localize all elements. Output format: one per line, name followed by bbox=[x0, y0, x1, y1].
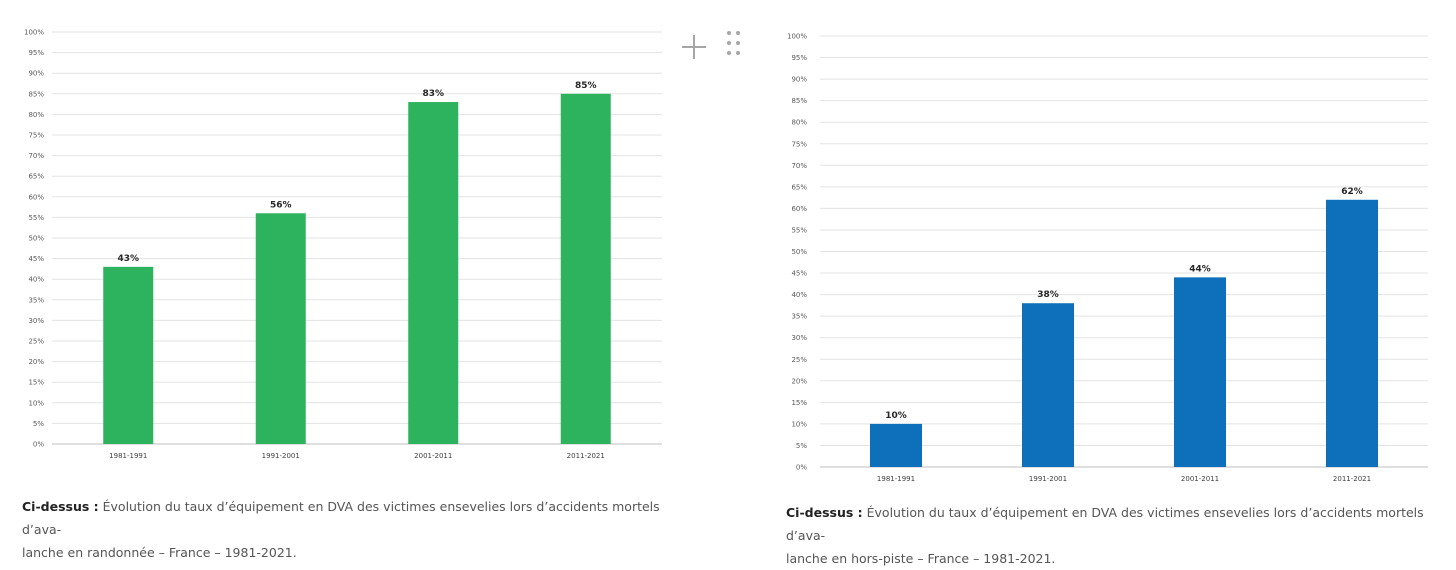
chart-randonnee: 0% 5% 10% 15% 20% 25% 30% 35% 40% 45% 50% 55% 60% 65%… bbox=[0, 0, 680, 470]
y-tick-label: 15% bbox=[791, 399, 807, 407]
y-tick-label: 85% bbox=[28, 90, 44, 98]
y-tick-label: 0% bbox=[796, 464, 807, 472]
data-label: 43% bbox=[117, 254, 139, 264]
y-tick-label: 20% bbox=[791, 377, 807, 385]
y-tick-label: 35% bbox=[791, 313, 807, 321]
y-tick-label: 15% bbox=[28, 379, 44, 387]
bar-2001-2011 bbox=[408, 102, 459, 444]
bars: 10% 1981-1991 38% 1991-2001 44% 2001-2011 62% 2… bbox=[870, 187, 1378, 483]
y-tick-label: 60% bbox=[28, 193, 44, 201]
x-tick-label: 2011-2021 bbox=[1333, 475, 1371, 483]
caption-text-line2: lanche en randonnée – France – 1981-2021… bbox=[22, 545, 297, 560]
y-tick-label: 50% bbox=[28, 235, 44, 243]
y-tick-label: 50% bbox=[791, 248, 807, 256]
y-tick-label: 5% bbox=[33, 420, 44, 428]
y-tick-label: 10% bbox=[28, 399, 44, 407]
y-tick-label: 30% bbox=[28, 317, 44, 325]
x-tick-label: 2011-2021 bbox=[567, 452, 605, 460]
y-tick-label: 80% bbox=[28, 111, 44, 119]
data-label: 56% bbox=[270, 200, 292, 210]
data-label: 10% bbox=[885, 411, 907, 421]
y-tick-label: 90% bbox=[791, 76, 807, 84]
data-label: 44% bbox=[1189, 264, 1211, 274]
drag-handle-icon[interactable] bbox=[727, 31, 745, 63]
y-tick-label: 65% bbox=[791, 183, 807, 191]
y-tick-label: 80% bbox=[791, 119, 807, 127]
y-tick-label: 5% bbox=[796, 442, 807, 450]
y-tick-label: 90% bbox=[28, 70, 44, 78]
chart-randonnee-svg: 0% 5% 10% 15% 20% 25% 30% 35% 40% 45% 50% 55% 60% 65%… bbox=[24, 29, 662, 460]
y-tick-label: 65% bbox=[28, 173, 44, 181]
bar-2001-2011 bbox=[1174, 277, 1226, 467]
plus-icon[interactable] bbox=[680, 33, 708, 61]
y-tick-label: 60% bbox=[791, 205, 807, 213]
y-tick-label: 70% bbox=[28, 152, 44, 160]
y-tick-label: 25% bbox=[791, 356, 807, 364]
block-controls bbox=[678, 28, 758, 68]
chart-hors-piste: 0% 5% 10% 15% 20% 25% 30% 35% 40% 45% 50% 55% 60% 65%… bbox=[770, 0, 1456, 490]
y-tick-label: 35% bbox=[28, 296, 44, 304]
y-tick-label: 100% bbox=[787, 33, 807, 41]
caption-randonnee: Ci-dessus : Évolution du taux d’équipeme… bbox=[22, 495, 682, 564]
caption-text-line1: Évolution du taux d’équipement en DVA de… bbox=[786, 505, 1424, 543]
y-axis: 0% 5% 10% 15% 20% 25% 30% 35% 40% 45% 50% 55% 60% 65%… bbox=[24, 29, 44, 449]
gridlines bbox=[52, 31, 662, 445]
bar-1981-1991 bbox=[870, 423, 922, 467]
caption-lead: Ci-dessus : bbox=[22, 499, 99, 514]
bar-2011-2021 bbox=[560, 93, 611, 445]
data-label: 62% bbox=[1341, 187, 1363, 197]
y-tick-label: 100% bbox=[24, 29, 44, 37]
y-tick-label: 70% bbox=[791, 162, 807, 170]
bars: 43% 1981-1991 56% 1991-2001 83% 2001-2011 85% 2… bbox=[103, 81, 611, 460]
y-tick-label: 55% bbox=[791, 226, 807, 234]
y-tick-label: 95% bbox=[791, 54, 807, 62]
x-tick-label: 1981-1991 bbox=[109, 452, 147, 460]
x-tick-label: 1981-1991 bbox=[877, 475, 915, 483]
x-tick-label: 2001-2011 bbox=[414, 452, 452, 460]
y-tick-label: 45% bbox=[28, 255, 44, 263]
y-tick-label: 40% bbox=[791, 291, 807, 299]
y-tick-label: 75% bbox=[791, 140, 807, 148]
x-tick-label: 2001-2011 bbox=[1181, 475, 1219, 483]
y-tick-label: 95% bbox=[28, 49, 44, 57]
bar-1991-2001 bbox=[1022, 303, 1074, 467]
caption-text-line2: lanche en hors-piste – France – 1981-202… bbox=[786, 551, 1056, 566]
bar-1991-2001 bbox=[255, 213, 306, 444]
y-tick-label: 55% bbox=[28, 214, 44, 222]
data-label: 85% bbox=[575, 81, 597, 91]
y-tick-label: 0% bbox=[33, 441, 44, 449]
y-tick-label: 85% bbox=[791, 97, 807, 105]
y-tick-label: 20% bbox=[28, 358, 44, 366]
data-label: 38% bbox=[1037, 290, 1059, 300]
y-tick-label: 40% bbox=[28, 276, 44, 284]
y-tick-label: 10% bbox=[791, 420, 807, 428]
x-tick-label: 1991-2001 bbox=[262, 452, 300, 460]
caption-hors-piste: Ci-dessus : Évolution du taux d’équipeme… bbox=[786, 501, 1451, 570]
caption-text-line1: Évolution du taux d’équipement en DVA de… bbox=[22, 499, 660, 537]
bar-2011-2021 bbox=[1326, 199, 1378, 467]
y-tick-label: 25% bbox=[28, 338, 44, 346]
chart-hors-piste-svg: 0% 5% 10% 15% 20% 25% 30% 35% 40% 45% 50% 55% 60% 65%… bbox=[787, 33, 1428, 483]
y-tick-label: 75% bbox=[28, 132, 44, 140]
data-label: 83% bbox=[422, 89, 444, 99]
x-tick-label: 1991-2001 bbox=[1029, 475, 1067, 483]
y-tick-label: 45% bbox=[791, 270, 807, 278]
y-tick-label: 30% bbox=[791, 334, 807, 342]
y-axis: 0% 5% 10% 15% 20% 25% 30% 35% 40% 45% 50% 55% 60% 65%… bbox=[787, 33, 807, 472]
bar-1981-1991 bbox=[103, 266, 154, 444]
caption-lead: Ci-dessus : bbox=[786, 505, 863, 520]
